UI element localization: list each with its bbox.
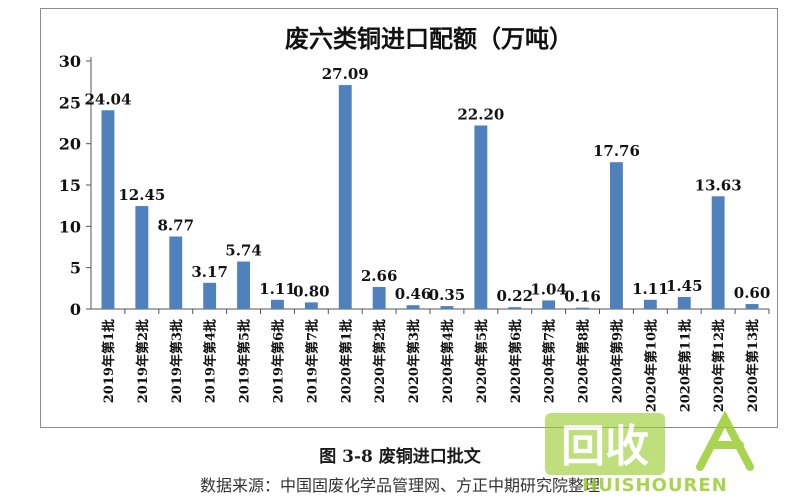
watermark-logo: 回收 HUISHOUREN xyxy=(545,410,754,495)
bar xyxy=(372,287,386,309)
data-label: 24.04 xyxy=(84,90,131,108)
y-tick-label: 30 xyxy=(59,52,81,71)
data-label: 0.16 xyxy=(564,288,601,306)
data-label: 17.76 xyxy=(593,142,640,160)
bar xyxy=(237,261,250,309)
x-tick-label: 2020年第12批 xyxy=(711,319,727,412)
bar xyxy=(542,300,556,309)
x-tick-label: 2020年第8批 xyxy=(576,319,592,403)
bar xyxy=(643,299,657,309)
x-tick-label: 2020年第11批 xyxy=(677,319,693,412)
x-tick-label: 2019年第4批 xyxy=(203,319,219,403)
bar xyxy=(135,206,149,309)
bar-chart: 废六类铜进口配额（万吨） 0 5 10 15 20 25 30 2019年第1批 2019年第2… xyxy=(59,24,771,412)
data-label: 1.04 xyxy=(530,280,567,298)
x-tick-label: 2020年第9批 xyxy=(609,319,625,403)
data-label: 0.60 xyxy=(734,284,771,302)
y-tick-label: 5 xyxy=(70,259,81,278)
axis-layer: 0 5 10 15 20 25 30 2019年第1批 2019年第2批 2019年第3批 2019… xyxy=(59,52,770,412)
x-tick-label: 2020年第10批 xyxy=(643,319,659,412)
x-tick-label: 2019年第6批 xyxy=(270,319,286,403)
y-tick-label: 15 xyxy=(59,176,81,195)
x-tick-label: 2020年第7批 xyxy=(542,319,558,403)
bar xyxy=(338,85,352,309)
x-tick-label: 2020年第2批 xyxy=(372,319,388,403)
bar xyxy=(508,307,522,309)
x-tick-label: 2020年第6批 xyxy=(508,319,524,403)
bar xyxy=(610,162,623,309)
bar xyxy=(304,302,318,309)
bar xyxy=(406,305,420,309)
x-tick-label: 2020年第13批 xyxy=(745,319,761,412)
x-tick-label: 2019年第5批 xyxy=(237,319,253,403)
x-tick-label: 2019年第3批 xyxy=(169,319,185,403)
watermark-logo-text: 回收 xyxy=(561,421,649,472)
data-label: 8.77 xyxy=(157,217,194,235)
data-label: 2.66 xyxy=(361,267,398,285)
data-label: 3.17 xyxy=(191,263,228,281)
bar xyxy=(271,299,284,309)
x-tick-label: 2020年第4批 xyxy=(440,319,456,403)
watermark-subtext: HUISHOUREN xyxy=(582,475,728,495)
bar xyxy=(440,306,454,309)
x-tick-label: 2020年第3批 xyxy=(406,319,422,403)
data-label: 22.20 xyxy=(457,105,504,123)
bar xyxy=(203,282,217,309)
data-label: 13.63 xyxy=(695,176,742,194)
y-tick-label: 10 xyxy=(59,217,81,236)
bar xyxy=(474,125,488,309)
labels-layer: 24.0412.458.773.175.741.110.8027.092.660… xyxy=(84,65,770,306)
bar xyxy=(101,110,115,309)
data-label: 0.35 xyxy=(429,286,466,304)
data-source: 数据来源：中国固废化学品管理网、方正中期研究院整理 xyxy=(199,476,600,495)
data-label: 1.11 xyxy=(632,280,669,298)
bar xyxy=(711,196,725,309)
x-tick-label: 2019年第7批 xyxy=(304,319,320,403)
data-label: 1.45 xyxy=(666,277,703,295)
data-label: 27.09 xyxy=(322,65,369,83)
watermark-logo-box xyxy=(545,413,665,475)
y-tick-label: 20 xyxy=(59,135,81,154)
data-label: 0.46 xyxy=(395,285,432,303)
data-label: 0.80 xyxy=(293,282,330,300)
data-label: 1.11 xyxy=(259,280,296,298)
x-tick-label: 2020年第5批 xyxy=(474,319,490,403)
x-tick-label: 2019年第1批 xyxy=(101,319,117,403)
bar xyxy=(745,304,759,309)
x-tick-label: 2020年第1批 xyxy=(338,319,354,403)
bar xyxy=(169,236,183,309)
chart-title: 废六类铜进口配额（万吨） xyxy=(285,24,573,53)
data-label: 5.74 xyxy=(225,242,262,260)
bar xyxy=(677,297,691,309)
watermark-figure-icon xyxy=(696,410,754,471)
bars-layer xyxy=(101,85,759,309)
data-label: 12.45 xyxy=(118,186,165,204)
figure-caption: 图 3-8 废铜进口批文 xyxy=(319,447,481,467)
data-label: 0.22 xyxy=(496,287,533,305)
x-tick-label: 2019年第2批 xyxy=(135,319,151,403)
bar xyxy=(576,307,589,309)
y-tick-label: 25 xyxy=(59,93,81,112)
chart-frame: 废六类铜进口配额（万吨） 0 5 10 15 20 25 30 2019年第1批 2019年第2… xyxy=(40,8,778,428)
y-tick-label: 0 xyxy=(70,300,81,319)
